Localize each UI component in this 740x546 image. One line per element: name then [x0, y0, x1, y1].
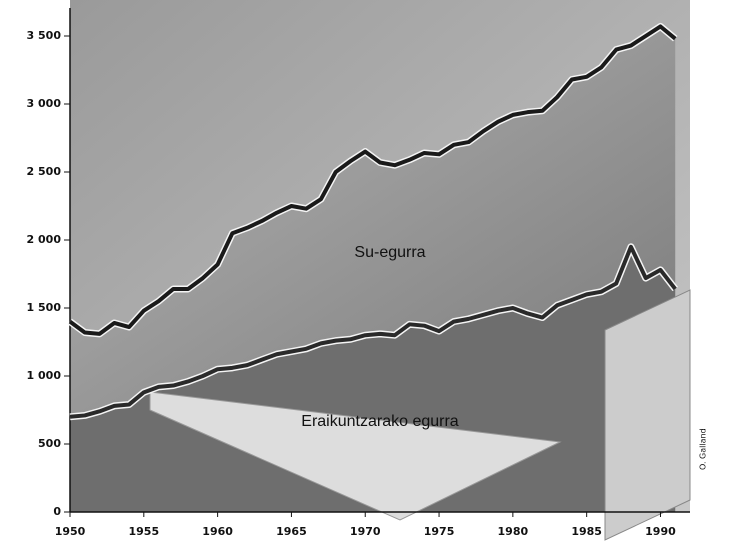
y-tick-label: 500 — [38, 437, 61, 450]
series-label: Eraikuntzarako egurra — [301, 413, 459, 430]
x-tick-label: 1965 — [276, 525, 307, 538]
x-tick-label: 1950 — [55, 525, 86, 538]
series-label: Su-egurra — [354, 244, 425, 261]
x-tick-label: 1975 — [424, 525, 455, 538]
series-line — [68, 24, 677, 336]
y-tick-label: 1 000 — [27, 369, 62, 382]
y-tick-label: 2 000 — [27, 233, 62, 246]
plank-decor — [149, 391, 562, 521]
y-tick-label: 0 — [53, 505, 61, 518]
series-line — [69, 244, 677, 419]
band-area — [70, 26, 676, 417]
x-tick-label: 1955 — [128, 525, 159, 538]
x-tick-label: 1985 — [571, 525, 602, 538]
x-tick-label: 1960 — [202, 525, 233, 538]
credit: O. Galland — [699, 428, 708, 470]
x-tick-label: 1970 — [350, 525, 381, 538]
y-tick-label: 2 500 — [27, 165, 62, 178]
y-tick-label: 3 500 — [27, 29, 62, 42]
x-tick-label: 1990 — [645, 525, 676, 538]
y-tick-label: 3 000 — [27, 97, 62, 110]
y-tick-label: 1 500 — [27, 301, 62, 314]
x-tick-label: 1980 — [498, 525, 529, 538]
beam-decor — [604, 289, 691, 541]
